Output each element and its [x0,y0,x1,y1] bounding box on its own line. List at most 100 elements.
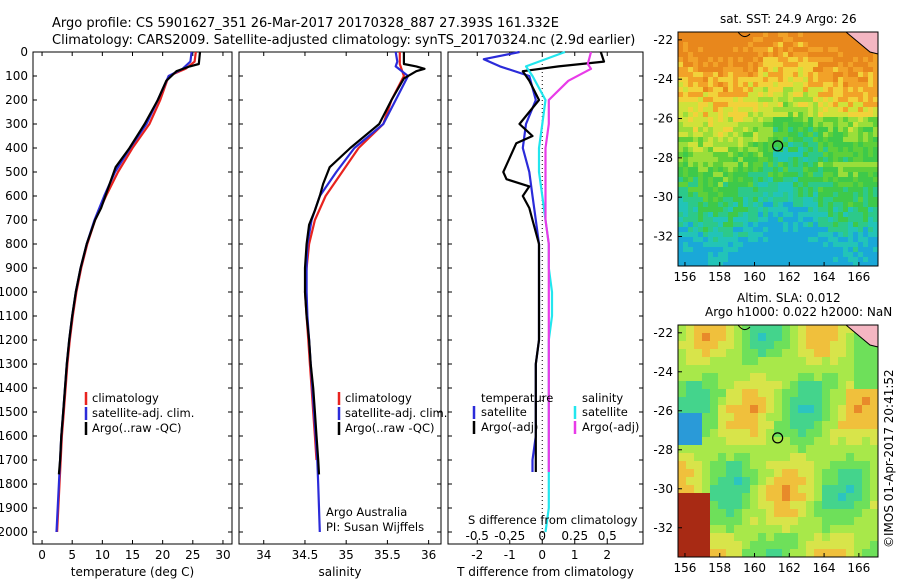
map-cell [782,381,790,389]
map-cell [838,485,846,493]
map-cell [868,252,873,257]
map-cell [858,52,863,57]
map-cell [774,437,782,445]
map-cell [774,397,782,405]
map-cell [808,152,813,157]
map-cell [813,242,818,247]
map-cell [778,97,783,102]
map-cell [738,87,743,92]
map-cell [743,132,748,137]
map-cell [814,413,822,421]
map-cell [773,252,778,257]
map-cell [753,182,758,187]
map-cell [728,222,733,227]
map-cell [848,87,853,92]
map-cell [763,187,768,192]
map-cell [873,157,878,162]
map-cell [858,187,863,192]
map-cell [773,232,778,237]
map-cell [728,87,733,92]
map-cell [728,42,733,47]
map-cell [798,405,806,413]
map-cell [743,237,748,242]
map-cell [848,122,853,127]
map-cell [818,152,823,157]
map-cell [798,42,803,47]
x-tick-label: 20 [155,548,170,562]
map-cell [734,421,742,429]
map-cell [863,82,868,87]
map-cell [782,413,790,421]
map-y-tick-label: -32 [653,521,673,535]
map-cell [768,242,773,247]
map-cell [808,217,813,222]
map-cell [753,262,758,266]
map-cell [703,67,708,72]
map-cell [838,405,846,413]
map-cell [750,453,758,461]
map-cell [803,77,808,82]
map-cell [798,252,803,257]
map-cell [873,142,878,147]
map-cell [723,97,728,102]
map-cell [753,212,758,217]
map-cell [828,177,833,182]
map-cell [710,333,718,341]
map-cell [726,477,734,485]
map-cell [848,147,853,152]
map-cell [793,247,798,252]
map-cell [733,257,738,262]
map-cell [818,182,823,187]
map-cell [790,389,798,397]
map-cell [806,421,814,429]
map-cell [718,222,723,227]
plot-frame [238,51,442,545]
map-cell [823,222,828,227]
map-cell [838,429,846,437]
map-cell [703,247,708,252]
map-cell [848,227,853,232]
map-cell [698,152,703,157]
map-cell [742,389,750,397]
map-cell [728,62,733,67]
map-cell [858,112,863,117]
map-cell [828,52,833,57]
map-cell [843,67,848,72]
map-cell [693,252,698,257]
map-cell [803,192,808,197]
map-cell [678,252,683,257]
map-cell [808,242,813,247]
map-cell [858,47,863,52]
map-cell [833,202,838,207]
map-cell [738,67,743,72]
map-cell [873,172,878,177]
map-cell [782,405,790,413]
map-cell [778,92,783,97]
map-cell [728,142,733,147]
map-cell [718,389,726,397]
map-cell [718,325,726,333]
map-cell [698,232,703,237]
map-cell [768,202,773,207]
map-cell [853,77,858,82]
map-cell [830,477,838,485]
map-cell [713,162,718,167]
map-cell [763,142,768,147]
map-cell [822,325,830,333]
map-cell [763,237,768,242]
map-cell [782,533,790,541]
map-cell [693,162,698,167]
map-cell [798,549,806,557]
map-cell [694,365,702,373]
map-cell [803,52,808,57]
map-cell [693,107,698,112]
map-cell [683,152,688,157]
map-cell [702,517,710,525]
map-cell [748,87,753,92]
map-cell [803,87,808,92]
map-cell [678,122,683,127]
map-cell [813,47,818,52]
map-cell [698,262,703,266]
map-cell [843,117,848,122]
map-cell [833,222,838,227]
